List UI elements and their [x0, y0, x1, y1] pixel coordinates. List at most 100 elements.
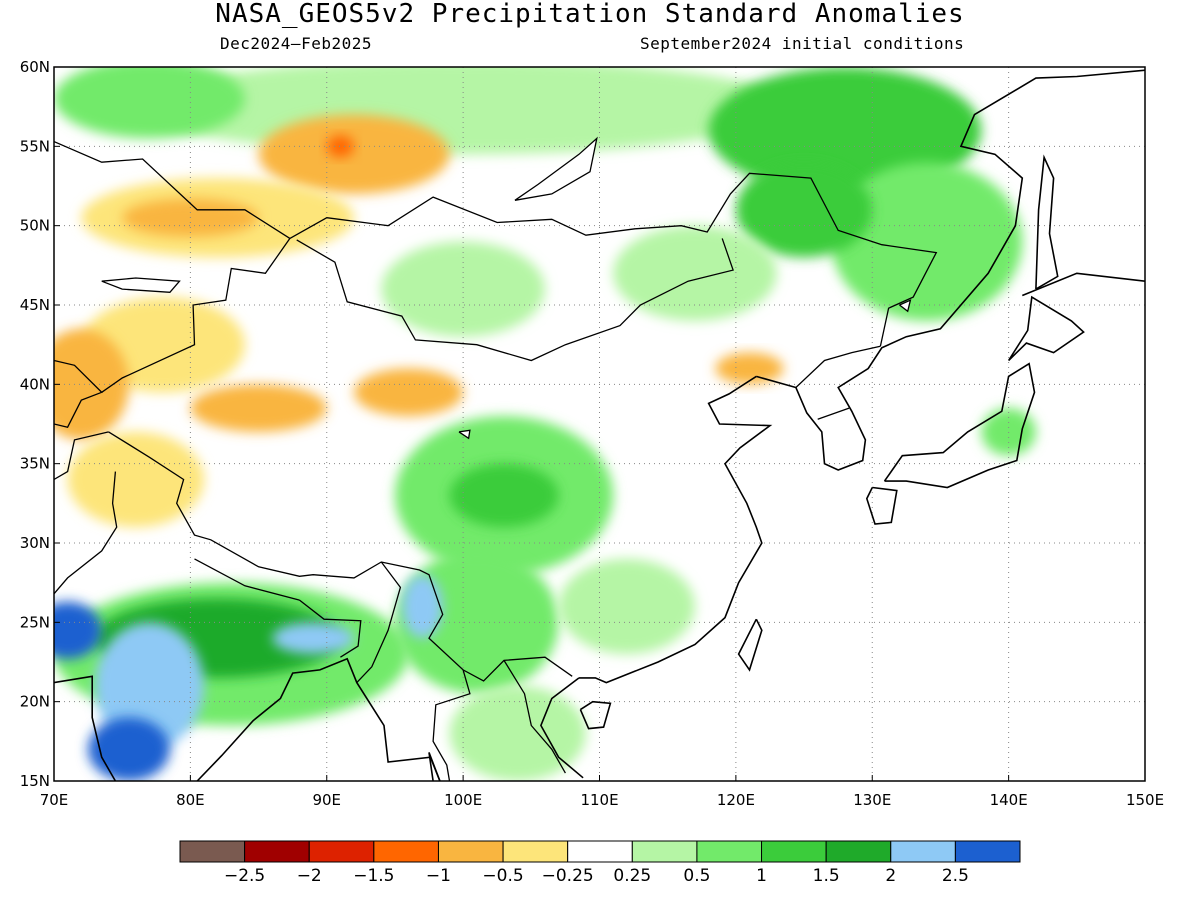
lakes [101, 136, 912, 440]
legend-label: −1.5 [353, 866, 394, 886]
y-tick-label: 35N [20, 455, 50, 473]
legend-swatch [502, 840, 569, 863]
legend-label: −1 [426, 866, 451, 886]
y-tick-label: 45N [20, 296, 50, 314]
border-myanmar-laos-thai [432, 669, 471, 781]
x-tick-label: 130E [853, 791, 891, 809]
anomaly-region-india-blue-south [88, 717, 170, 781]
border-korea-dmz [817, 407, 850, 420]
coastline-vietnam-coast [540, 677, 584, 779]
y-tick-label: 55N [20, 137, 50, 155]
legend-label: 0.5 [683, 866, 710, 886]
anomaly-region-northeast-siberia-green [708, 67, 982, 194]
anomaly-region-sichuan-dark [449, 463, 559, 528]
lake-qinghai [458, 429, 471, 440]
anomaly-region-pamir-yellow [67, 431, 205, 528]
border-central-asia-borders [54, 359, 103, 428]
legend-label: −0.25 [542, 866, 594, 886]
y-tick-label: 30N [20, 534, 50, 552]
legend-swatch [244, 840, 310, 863]
anomaly-region-india-blue [94, 622, 205, 750]
legend-swatch [437, 840, 504, 863]
border-china-india-himalaya [108, 431, 573, 682]
coastlines [54, 69, 1145, 781]
legend-swatch [696, 840, 763, 863]
legend-swatch [761, 840, 827, 863]
border-nepal-india [194, 558, 300, 601]
x-tick-label: 70E [40, 791, 69, 809]
lake-baikal [514, 136, 598, 201]
legend-swatch [825, 840, 892, 863]
x-tick-label: 120E [717, 791, 755, 809]
coastline-korea-coast [756, 69, 1145, 471]
coastline-japan-hokkaido [1007, 295, 1085, 362]
coastline-china-coast [579, 375, 773, 684]
anomaly-region-mongolia-green [381, 241, 545, 337]
coastline-taiwan [737, 618, 763, 672]
coastline-kamchatka-west [1021, 272, 1145, 297]
legend-label: −0.5 [482, 866, 523, 886]
legend-swatch [567, 840, 633, 863]
anomaly-region-taklamakan-orange [190, 384, 327, 432]
period-label: Dec2024–Feb2025 [220, 34, 372, 53]
lake-khanka [899, 299, 912, 313]
x-tick-label: 80E [176, 791, 205, 809]
anomaly-region-bohai-orange [715, 352, 784, 385]
coastline-japan-honshu [883, 362, 1036, 489]
anomaly-region-bengal-blue [272, 622, 355, 655]
anomaly-region-indochina-light [449, 685, 586, 781]
border-india-myanmar [356, 561, 402, 684]
anomaly-region-central-asia-orange [54, 328, 129, 440]
x-tick-label: 150E [1126, 791, 1164, 809]
y-tick-label: 40N [20, 375, 50, 393]
legend-label: 0.25 [613, 866, 651, 886]
map-title: NASA_GEOS5v2 Precipitation Standard Anom… [215, 0, 965, 29]
anomaly-region-assam-blue [401, 574, 443, 639]
y-tick-label: 15N [20, 772, 50, 790]
anomaly-region-west-siberia-green [54, 67, 245, 139]
legend-label: −2.5 [224, 866, 265, 886]
x-tick-label: 110E [580, 791, 618, 809]
coastline-myanmar-coast [428, 752, 441, 781]
border-north-korea-china [795, 345, 881, 388]
legend-swatch [179, 840, 246, 863]
anomaly-region-gujarat-blue [54, 601, 102, 659]
legend-swatch [308, 840, 375, 863]
legend-label: 1.5 [813, 866, 840, 886]
anomaly-region-far-east-green [831, 162, 1023, 321]
anomaly-region-altai-orange [258, 114, 450, 194]
legend-swatch [890, 840, 956, 863]
legend-swatch [631, 840, 698, 863]
anomaly-region-qaidam-orange [354, 368, 464, 417]
border-laos-vietnam [503, 660, 566, 774]
color-legend: −2.5 −2 −1.5 −1 −0.5 −0.25 0.25 0.5 1 1.5 2 2.5 [179, 840, 1021, 886]
legend-label: −2 [297, 866, 322, 886]
border-india-bangladesh [299, 599, 362, 658]
coastline-japan-kyushu [865, 486, 898, 525]
coastline-hainan [579, 700, 612, 730]
initial-conditions-label: September2024 initial conditions [640, 34, 965, 53]
y-tick-label: 20N [20, 693, 50, 711]
border-pakistan-india [54, 471, 118, 595]
y-tick-label: 60N [20, 58, 50, 76]
anomaly-region-altai-red-core [326, 135, 355, 158]
border-afghan-pakistan [54, 431, 109, 481]
anomaly-region-north-china-green [613, 225, 777, 321]
x-tick-label: 100E [444, 791, 482, 809]
x-tick-label: 140E [990, 791, 1028, 809]
country-borders [54, 141, 938, 781]
coastline-india-east-coast [196, 657, 441, 781]
border-kazakh-russia [54, 141, 291, 239]
border-russia-china-mongolia [289, 172, 938, 347]
legend-label: 2 [885, 866, 896, 886]
x-axis-ticks: 70E 80E 90E 100E 110E 120E 130E 140E 150E [40, 775, 1164, 809]
lake-balkhash [101, 277, 181, 293]
legend-label: 2.5 [942, 866, 969, 886]
anomaly-region-japan-green [981, 408, 1036, 456]
legend-label: 1 [756, 866, 767, 886]
border-kazakh-china [101, 238, 291, 393]
anomaly-region-manchuria-green [735, 162, 873, 258]
coastline-sakhalin [1035, 154, 1059, 290]
anomaly-region-south-china-light [558, 558, 695, 655]
